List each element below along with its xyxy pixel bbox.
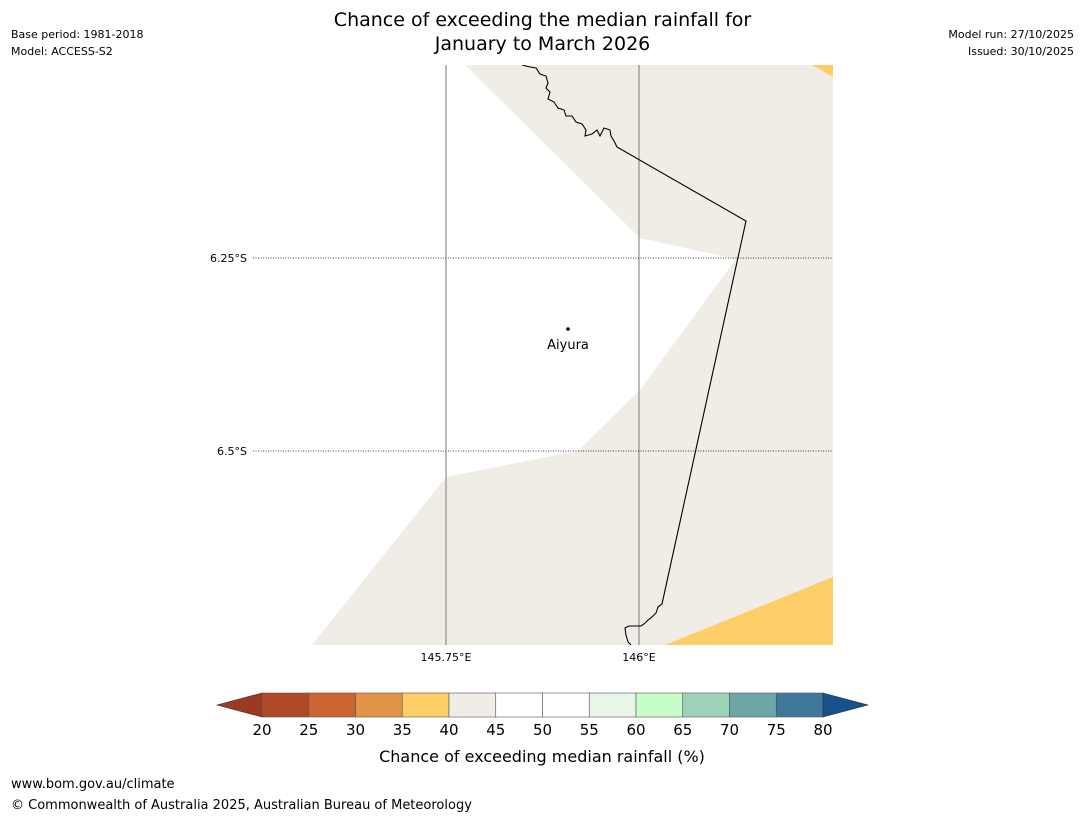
border-line bbox=[521, 65, 747, 645]
colorbar-segment-40-45 bbox=[448, 692, 497, 718]
lon-label-146: 146°E bbox=[622, 651, 655, 664]
aiyura-label: Aiyura bbox=[547, 338, 589, 353]
colorbar-tick-70: 70 bbox=[720, 721, 739, 739]
model-text: Model: ACCESS-S2 bbox=[11, 45, 113, 58]
colorbar-tick-55: 55 bbox=[580, 721, 599, 739]
colorbar-over-arrow bbox=[822, 692, 870, 718]
colorbar-segment-55-60 bbox=[588, 692, 637, 718]
colorbar-tick-80: 80 bbox=[813, 721, 832, 739]
colorbar-tick-20: 20 bbox=[252, 721, 271, 739]
band-35-40-top-right bbox=[812, 65, 833, 77]
colorbar: 20 25 30 35 40 45 50 55 60 65 70 75 80 Chance of exc… bbox=[215, 692, 870, 766]
map-area: Aiyura bbox=[253, 65, 833, 645]
colorbar-segment-25-30 bbox=[308, 692, 356, 718]
colorbar-tick-35: 35 bbox=[393, 721, 412, 739]
colorbar-segment-70-75 bbox=[729, 692, 777, 718]
colorbar-segment-50-55 bbox=[542, 692, 590, 718]
colorbar-tick-50: 50 bbox=[533, 721, 552, 739]
meta-right: Model run: 27/10/2025 Issued: 30/10/2025 bbox=[948, 26, 1074, 60]
title-line-2: January to March 2026 bbox=[434, 33, 651, 55]
footer-copyright: © Commonwealth of Australia 2025, Austra… bbox=[11, 798, 472, 813]
base-period-text: Base period: 1981-2018 bbox=[11, 28, 144, 41]
meta-left: Base period: 1981-2018 Model: ACCESS-S2 bbox=[11, 26, 143, 60]
colorbar-tick-30: 30 bbox=[346, 721, 365, 739]
title-line-1: Chance of exceeding the median rainfall … bbox=[333, 9, 752, 31]
colorbar-segment-65-70 bbox=[682, 692, 730, 718]
lat-label-6-5: 6.5°S bbox=[217, 445, 247, 458]
map-title: Chance of exceeding the median rainfall … bbox=[0, 8, 1085, 56]
colorbar-tick-45: 45 bbox=[486, 721, 505, 739]
colorbar-tick-25: 25 bbox=[299, 721, 318, 739]
colorbar-segment-20-25 bbox=[261, 692, 310, 718]
colorbar-tick-60: 60 bbox=[626, 721, 645, 739]
colorbar-segments bbox=[261, 692, 824, 718]
model-run-text: Model run: 27/10/2025 bbox=[948, 28, 1074, 41]
lon-label-145-75: 145.75°E bbox=[421, 651, 472, 664]
aiyura-marker bbox=[566, 327, 570, 331]
colorbar-segment-30-35 bbox=[355, 692, 403, 718]
band-40-45-upper bbox=[465, 65, 833, 259]
colorbar-label: Chance of exceeding median rainfall (%) bbox=[379, 747, 705, 766]
issued-text: Issued: 30/10/2025 bbox=[967, 45, 1074, 58]
footer: www.bom.gov.au/climate © Commonwealth of… bbox=[11, 774, 472, 816]
colorbar-segment-60-65 bbox=[635, 692, 684, 718]
colorbar-tick-75: 75 bbox=[767, 721, 786, 739]
colorbar-tick-65: 65 bbox=[673, 721, 692, 739]
colorbar-tick-labels: 20 25 30 35 40 45 50 55 60 65 70 75 80 bbox=[252, 721, 832, 739]
colorbar-segment-75-80 bbox=[775, 692, 824, 718]
colorbar-under-arrow bbox=[215, 692, 263, 718]
colorbar-segment-35-40 bbox=[401, 692, 450, 718]
band-40-45-lower bbox=[312, 259, 833, 645]
band-35-40-bottom-right bbox=[665, 577, 833, 645]
footer-url: www.bom.gov.au/climate bbox=[11, 777, 175, 792]
colorbar-segment-45-50 bbox=[495, 692, 543, 718]
lat-label-6-25: 6.25°S bbox=[210, 252, 247, 265]
colorbar-tick-40: 40 bbox=[439, 721, 458, 739]
